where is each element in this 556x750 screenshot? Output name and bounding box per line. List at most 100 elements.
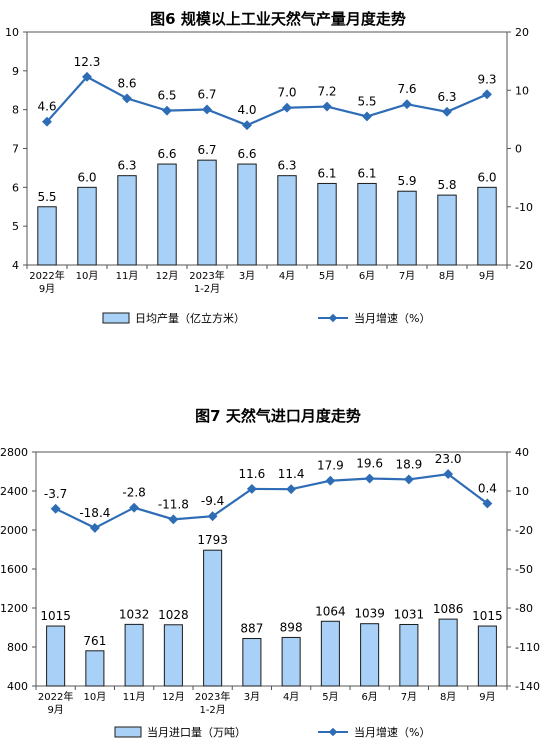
chart7-x-tick-label: 4月 — [283, 691, 299, 703]
chart7-bar — [281, 636, 301, 687]
chart7-y-right-tick-label: 40 — [515, 446, 529, 459]
chart7-x-tick-label: 10月 — [84, 691, 107, 703]
chart6-bar — [397, 190, 417, 266]
chart6-growth-point — [202, 104, 212, 115]
chart6-legend-bar-label: 日均产量（亿立方米） — [135, 311, 245, 325]
chart6-x-tick-label: 2023年 — [189, 269, 224, 282]
chart6-y-right-tick-label: 0 — [515, 143, 522, 156]
chart6-growth-point — [122, 93, 132, 104]
chart7-bar-label: 1015 — [472, 609, 503, 623]
chart7-growth-label: -2.8 — [122, 486, 145, 500]
chart7-x-tick-label: 8月 — [440, 691, 456, 703]
chart6-y-left-tick-label: 4 — [12, 259, 19, 272]
chart6-y-left-tick-label: 7 — [12, 143, 19, 156]
chart6-bar-label: 6.3 — [117, 159, 136, 173]
chart6-bar-label: 5.9 — [397, 174, 416, 188]
chart7-x-tick-label: 9月 — [479, 691, 495, 703]
chart6-x-tick-label: 8月 — [439, 270, 455, 282]
chart7-growth-label: 11.6 — [239, 467, 266, 481]
chart7-bar — [46, 625, 66, 687]
chart6-bar-label: 6.0 — [477, 170, 496, 184]
chart6-growth-label: 7.2 — [317, 85, 336, 99]
chart7-growth-label: 0.4 — [478, 481, 497, 495]
chart7-y-right-tick-label: -110 — [515, 641, 540, 654]
chart7-bar — [320, 620, 340, 687]
chart7-x-tick-label: 6月 — [361, 691, 377, 703]
chart6-growth-label: 6.7 — [197, 87, 216, 101]
chart7-x-tick-label: 2023年 — [195, 690, 230, 703]
chart6-bar — [197, 159, 217, 266]
chart7-y-right-tick-label: -20 — [515, 524, 533, 537]
chart7-bar-label: 1064 — [315, 604, 346, 618]
chart7-growth-label: -18.4 — [79, 506, 110, 520]
chart7-growth-line — [55, 472, 489, 530]
chart6-x-tick-label: 6月 — [359, 270, 375, 282]
chart6-y-left-tick-label: 6 — [12, 181, 19, 194]
chart6-x-tick-label: 11月 — [116, 270, 139, 282]
chart6-growth-point — [482, 89, 492, 100]
chart7-x-tick-label: 11月 — [123, 691, 146, 703]
chart6-growth-label: 8.6 — [117, 76, 136, 90]
chart7-bar — [399, 623, 419, 687]
chart7-x-tick-label: 1-2月 — [199, 704, 225, 716]
chart7-y-left-tick-label: 2400 — [0, 485, 28, 498]
chart7-growth-point — [207, 511, 218, 522]
chart7-x-tick-label: 9月 — [47, 704, 63, 716]
chart6-growth-point — [82, 71, 92, 82]
chart6-x-tick-label: 4月 — [279, 270, 295, 282]
chart6-growth-label: 7.0 — [277, 86, 296, 100]
chart7-legend-bar-swatch — [114, 726, 142, 738]
chart6-bar-label: 6.1 — [357, 166, 376, 180]
chart6-growth-label: 7.6 — [397, 82, 416, 96]
chart6-y-left-tick-label: 9 — [12, 65, 19, 78]
chart6-growth-point — [42, 116, 52, 127]
chart7-growth-point — [364, 473, 375, 484]
chart7-bar — [438, 618, 458, 687]
chart7-bar — [124, 623, 144, 687]
chart7-svg: 400 800 1200 1600 2000 2400 2800 -140 -110 -80 -50… — [0, 446, 540, 739]
chart6-bar — [357, 182, 377, 266]
chart7-bar-label: 1028 — [158, 608, 189, 622]
chart7-legend-bar-label: 当月进口量（万吨） — [147, 725, 246, 739]
chart6-growth-point — [242, 120, 252, 131]
chart7-growth-point — [325, 475, 336, 486]
chart6-x-tick-label: 9月 — [479, 270, 495, 282]
chart6-bar-label: 6.7 — [197, 143, 216, 157]
chart6-bar — [237, 163, 257, 266]
chart6-bar — [37, 206, 57, 266]
chart7-growth-label: -9.4 — [201, 494, 224, 508]
chart7-bar — [242, 638, 262, 687]
chart7-growth-point — [50, 503, 61, 514]
chart7-growth-point — [246, 483, 257, 494]
chart7-x-tick-label: 2022年 — [38, 690, 73, 703]
chart7-y-left-tick-label: 2800 — [0, 446, 28, 459]
chart6-bar — [157, 163, 177, 266]
chart6-x-tick-label: 3月 — [239, 270, 255, 282]
chart7-bar — [477, 625, 497, 687]
chart6-x-tick-label: 1-2月 — [194, 283, 220, 295]
chart6-y-left-tick-label: 5 — [12, 220, 19, 233]
chart7-legend-line-label: 当月增速（%） — [354, 725, 430, 739]
chart7-growth-point — [168, 514, 179, 525]
chart7-x-tick-label: 3月 — [244, 691, 260, 703]
chart6-bar — [277, 175, 297, 266]
chart6-bar-label: 6.6 — [237, 147, 256, 161]
chart7-growth-label: -11.8 — [158, 497, 189, 511]
chart6-growth-line — [46, 75, 488, 127]
chart7-y-left-tick-label: 2000 — [0, 524, 28, 537]
chart7-growth-label: -3.7 — [44, 487, 67, 501]
chart6-growth-point — [322, 101, 332, 112]
chart7-y-right-tick-label: -80 — [515, 602, 533, 615]
chart7-bar — [203, 549, 223, 687]
chart6-bar-label: 5.8 — [437, 178, 456, 192]
chart7-y-left-tick-label: 400 — [7, 680, 28, 693]
chart6-bar — [437, 194, 457, 266]
chart6-x-tick-label: 12月 — [156, 270, 179, 282]
chart6-bar — [117, 175, 137, 266]
chart6-growth-point — [402, 99, 412, 110]
chart6-growth-point — [362, 111, 372, 122]
chart7-growth-point — [129, 502, 140, 513]
chart7-title: 图7 天然气进口月度走势 — [195, 407, 361, 425]
chart7-bar — [163, 624, 183, 687]
chart6-x-tick-label: 2022年 — [29, 269, 64, 282]
